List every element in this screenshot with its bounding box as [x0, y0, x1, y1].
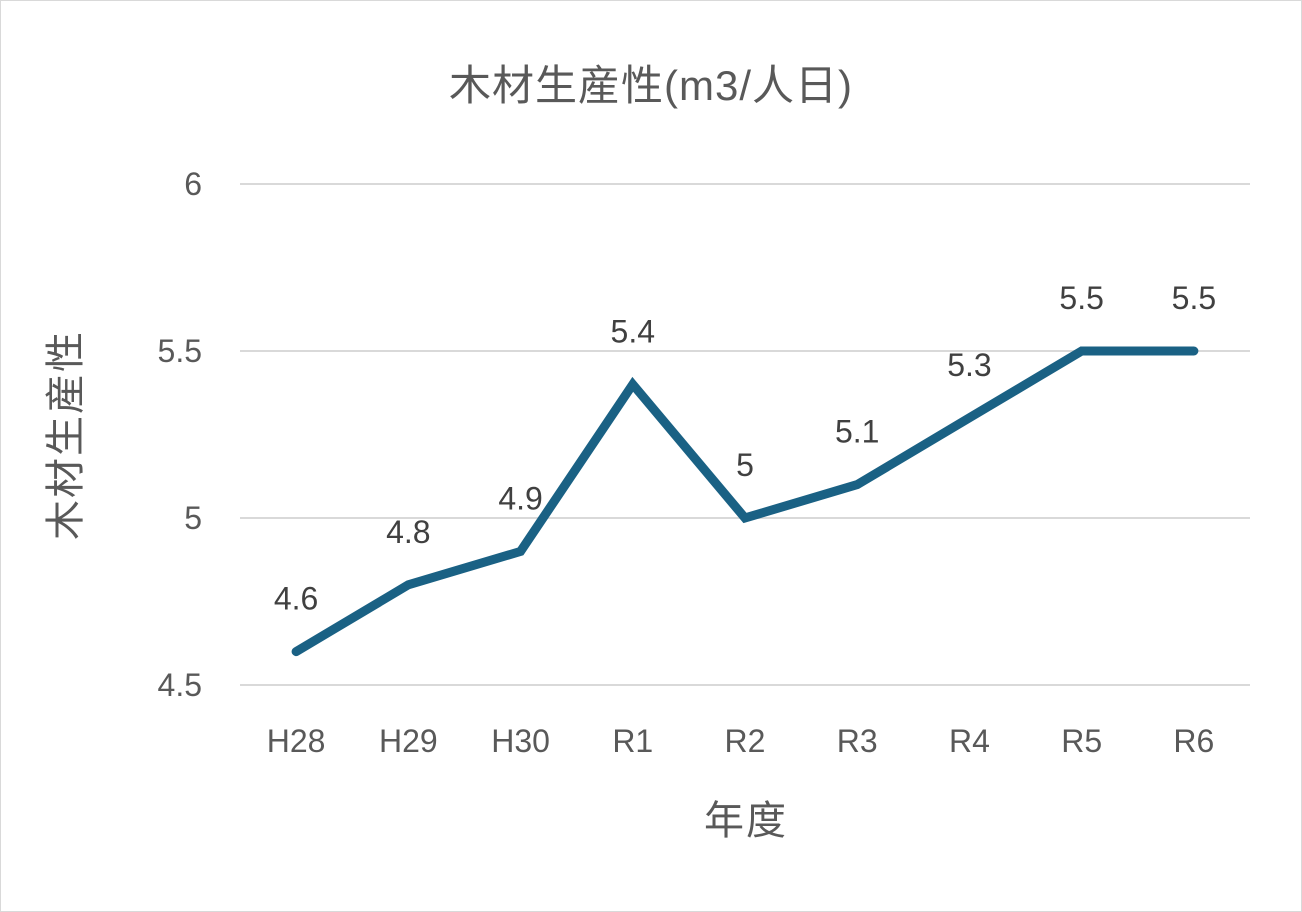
x-axis-ticks: H28 H29 H30 R1 R2 R3 R4 R5 R6: [267, 723, 1215, 759]
data-labels: 4.6 4.8 4.9 5.4 5 5.1 5.3 5.5 5.5: [274, 280, 1216, 617]
gridlines: [240, 183, 1250, 686]
y-axis-ticks: 4.5 5 5.5 6: [158, 166, 202, 703]
x-tick-label: R3: [837, 723, 878, 759]
data-label: 5.1: [835, 414, 879, 450]
data-label: 4.6: [274, 581, 318, 617]
data-label: 4.8: [386, 514, 430, 550]
series-line: [291, 346, 1199, 657]
x-axis-title: 年度: [704, 799, 788, 843]
data-label: 5.5: [1172, 280, 1216, 316]
chart-title: 木材生産性(m3/人日): [449, 62, 853, 109]
y-tick-label: 5: [184, 500, 202, 536]
x-tick-label: R5: [1061, 723, 1102, 759]
x-tick-label: H29: [379, 723, 438, 759]
x-tick-label: H30: [491, 723, 550, 759]
data-label: 5: [736, 447, 754, 483]
y-tick-label: 5.5: [158, 333, 202, 369]
data-label: 5.4: [611, 313, 655, 349]
data-label: 4.9: [498, 480, 542, 516]
x-tick-label: R2: [725, 723, 766, 759]
x-tick-label: R6: [1173, 723, 1214, 759]
y-tick-label: 4.5: [158, 667, 202, 703]
y-tick-label: 6: [184, 166, 202, 202]
x-tick-label: R1: [612, 723, 653, 759]
x-tick-label: R4: [949, 723, 990, 759]
data-label: 5.5: [1059, 280, 1103, 316]
data-label: 5.3: [947, 347, 991, 383]
x-tick-label: H28: [267, 723, 326, 759]
